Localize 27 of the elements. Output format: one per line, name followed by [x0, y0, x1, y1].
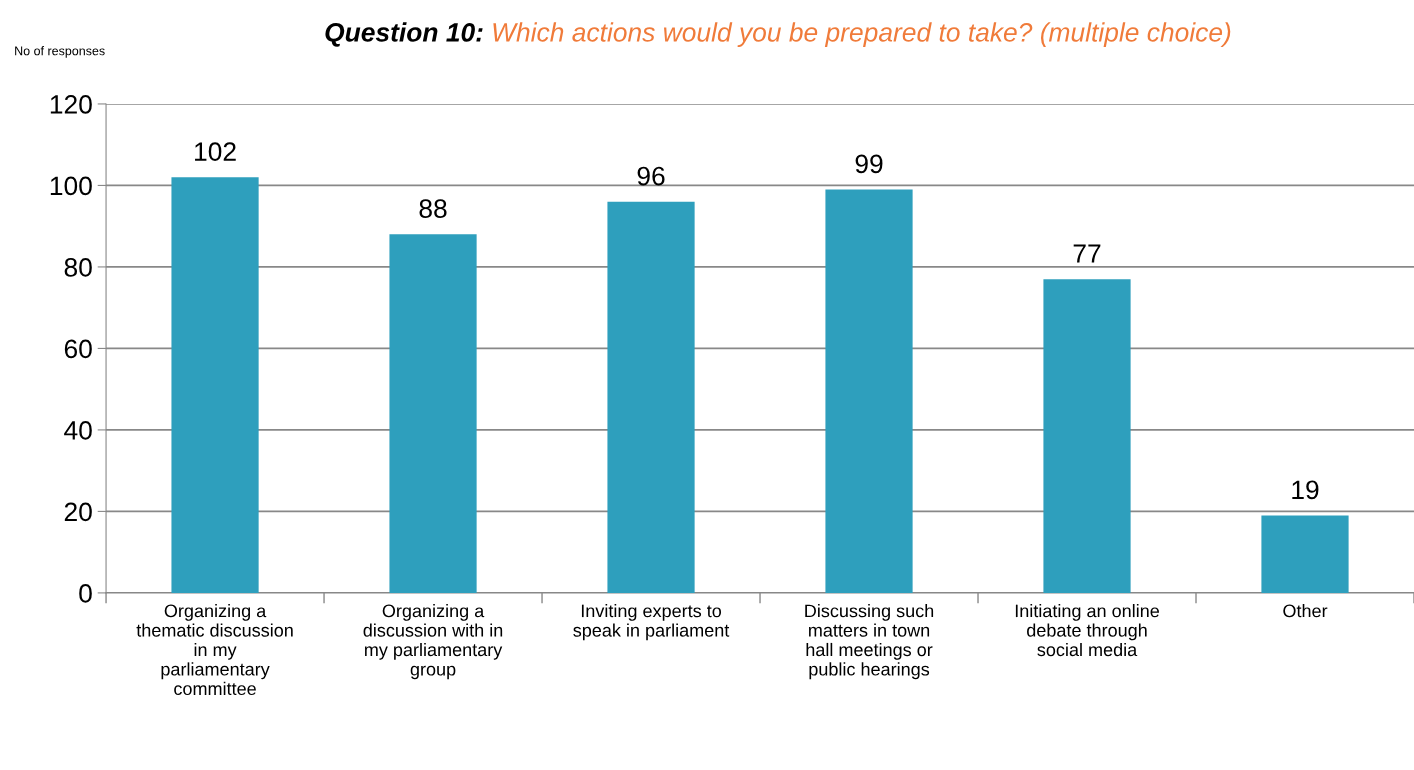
- y-tick-label: 20: [64, 502, 92, 522]
- bar: [171, 177, 259, 593]
- data-label: 102: [195, 142, 236, 161]
- bar: [1261, 515, 1349, 593]
- y-tick-label: 100: [50, 176, 92, 196]
- chart-title: Question 10: Which actions would you be prepared to take? (multiple choice): [325, 22, 1231, 47]
- bar: [825, 189, 913, 593]
- x-tick-label: Inviting experts to speak in parliament: [573, 604, 730, 641]
- bar: [607, 201, 695, 593]
- data-label: 96: [637, 166, 665, 186]
- data-label: 77: [1073, 244, 1101, 263]
- x-tick-label: Organizing a discussion with in my parliamentary group: [363, 604, 503, 680]
- x-tick-label: Other: [1283, 604, 1328, 618]
- y-tick-label: 40: [64, 421, 92, 440]
- y-tick-label: 120: [50, 95, 92, 114]
- y-tick-label: 0: [79, 584, 92, 603]
- y-tick-label: 60: [64, 339, 92, 359]
- y-axis-title: No of responses: [15, 46, 105, 58]
- y-tick-label: 80: [64, 258, 92, 277]
- data-label: 19: [1292, 480, 1319, 500]
- x-tick-label: Discussing such matters in town hall meetings or public hearings: [805, 604, 934, 680]
- bar: [1043, 279, 1131, 593]
- x-tick-label: Organizing a thematic discussion in my parliamentary committee: [136, 604, 293, 696]
- data-label: 88: [419, 199, 447, 219]
- x-tick-label: Initiating an online debate through social media: [1015, 604, 1159, 657]
- data-label: 99: [855, 154, 883, 174]
- bar: [389, 234, 477, 593]
